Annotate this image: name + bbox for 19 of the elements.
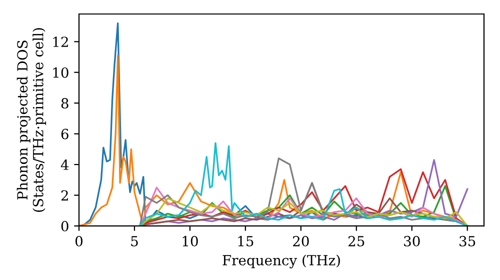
x-tick-label: 10 (182, 236, 198, 246)
y-tick-label: 8 (61, 98, 68, 109)
x-tick-label: 35 (460, 236, 476, 246)
y-tick-label: 6 (61, 128, 68, 140)
y-tick-label: 4 (60, 159, 69, 170)
y-tick-label: 0 (61, 220, 68, 232)
y-tick-label: 10 (53, 67, 68, 78)
x-axis-title: Frequency (THz) (222, 254, 340, 268)
y-tick-label: 12 (53, 36, 68, 47)
x-tick-label: 15 (238, 236, 254, 246)
x-tick-label: 30 (404, 236, 420, 246)
y-axis-title: Phonon projected DOS (States/THz·primitive cell) (16, 28, 46, 212)
x-tick-label: 5 (131, 236, 138, 246)
x-tick-label: 0 (75, 236, 82, 246)
line-series (139, 142, 468, 226)
y-tick-label: 2 (61, 190, 68, 201)
x-tick-label: 25 (348, 236, 364, 246)
line-series (139, 197, 468, 226)
x-tick-label: 20 (293, 236, 309, 246)
